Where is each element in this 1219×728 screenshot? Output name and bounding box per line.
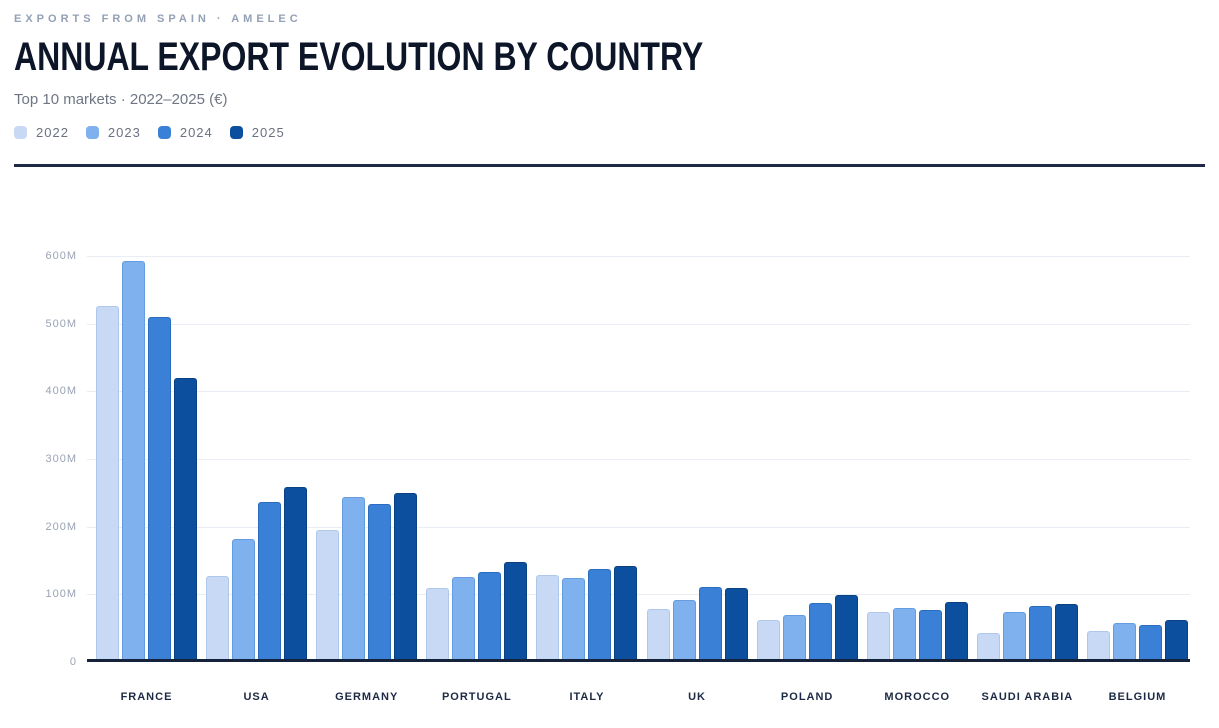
- legend-item-2024[interactable]: 2024: [157, 125, 213, 140]
- bar-2022-germany: [316, 530, 340, 659]
- x-axis-label-morocco: MOROCCO: [884, 691, 951, 703]
- bar-2024-uk: [698, 587, 722, 659]
- bar-2022-usa: [206, 575, 230, 659]
- bar-2024-saudi-arabia: [1028, 606, 1052, 659]
- bar-2023-usa: [232, 538, 256, 659]
- bar-2025-germany: [394, 492, 418, 659]
- legend-swatch-2023: [85, 126, 99, 139]
- y-tick-label-500M: 500M: [45, 317, 77, 330]
- x-axis-label-uk: UK: [688, 691, 706, 703]
- kicker: EXPORTS FROM SPAIN · AMELEC: [14, 13, 302, 25]
- bar-group-italy: [536, 565, 638, 659]
- legend-label: 2023: [107, 125, 141, 140]
- bar-group-belgium: [1086, 620, 1188, 659]
- bar-2024-usa: [258, 502, 282, 659]
- bar-2024-portugal: [478, 571, 502, 659]
- legend-swatch-2025: [229, 126, 243, 139]
- bar-group-portugal: [426, 561, 528, 659]
- header-divider: [14, 164, 1205, 167]
- legend: 2022 2023 2024 2025: [14, 125, 1190, 140]
- x-axis-label-germany: GERMANY: [335, 691, 399, 703]
- bar-2023-france: [122, 261, 145, 659]
- subtitle: Top 10 markets · 2022–2025 (€): [14, 91, 228, 108]
- bar-2022-italy: [536, 575, 560, 659]
- y-tick-label-400M: 400M: [45, 385, 77, 398]
- bar-2023-morocco: [892, 607, 916, 659]
- bar-2023-poland: [782, 615, 806, 659]
- bar-group-germany: [316, 492, 418, 659]
- bar-chart: 0 100M 200M 300M 400M 500M 600M: [14, 251, 1190, 668]
- gridline-300M: [87, 459, 1190, 460]
- bar-2024-belgium: [1138, 625, 1162, 659]
- bar-2023-uk: [672, 599, 696, 659]
- y-axis: 0 100M 200M 300M 400M 500M 600M: [14, 251, 87, 668]
- x-axis-label-italy: ITALY: [569, 691, 605, 703]
- bar-2024-germany: [368, 504, 392, 659]
- x-axis-labels: FRANCE USA GERMANY PORTUGAL ITALY UK POLAND MOR…: [87, 692, 1190, 703]
- bar-2025-portugal: [504, 561, 528, 659]
- legend-item-2022[interactable]: 2022: [14, 125, 69, 140]
- chart-header: EXPORTS FROM SPAIN · AMELEC ANNUAL EXPOR…: [14, 13, 1205, 167]
- bar-2022-saudi-arabia: [976, 633, 1000, 659]
- bar-2024-poland: [808, 602, 832, 659]
- bar-group-saudi-arabia: [976, 604, 1078, 659]
- bar-group-usa: [206, 486, 308, 659]
- bar-2022-uk: [646, 608, 670, 659]
- bar-2025-saudi-arabia: [1054, 604, 1078, 659]
- gridline-600M: [87, 256, 1190, 257]
- x-axis-label-france: FRANCE: [120, 691, 173, 703]
- bar-groups: [87, 256, 1190, 659]
- bar-2024-france: [148, 317, 171, 659]
- bar-2023-germany: [342, 496, 366, 659]
- bar-2025-belgium: [1164, 620, 1188, 659]
- bar-2025-usa: [284, 486, 308, 659]
- bar-group-uk: [646, 587, 748, 659]
- y-tick-label-0: 0: [69, 656, 77, 668]
- legend-swatch-2024: [157, 126, 171, 139]
- page: EXPORTS FROM SPAIN · AMELEC ANNUAL EXPOR…: [14, 13, 1205, 703]
- bar-2025-poland: [834, 595, 858, 659]
- legend-item-2023[interactable]: 2023: [85, 125, 141, 140]
- x-axis-label-portugal: PORTUGAL: [441, 691, 512, 703]
- legend-label: 2025: [251, 125, 285, 140]
- legend-item-2025[interactable]: 2025: [229, 125, 285, 140]
- bar-2023-saudi-arabia: [1002, 612, 1026, 659]
- bar-2022-morocco: [866, 612, 890, 659]
- plot-area: [87, 256, 1190, 662]
- bar-2025-morocco: [944, 601, 968, 659]
- bar-2022-belgium: [1086, 631, 1110, 659]
- bar-2023-belgium: [1112, 623, 1136, 659]
- gridline-200M: [87, 526, 1190, 528]
- legend-label: 2022: [36, 125, 69, 140]
- bar-2024-morocco: [918, 609, 942, 659]
- bar-2022-france: [96, 305, 119, 659]
- y-tick-label-600M: 600M: [45, 250, 77, 262]
- y-tick-label-100M: 100M: [45, 588, 77, 601]
- x-axis-label-usa: USA: [243, 691, 270, 703]
- bar-2023-italy: [562, 577, 586, 659]
- bar-group-morocco: [866, 601, 968, 659]
- x-axis-label-saudi-arabia: SAUDI ARABIA: [981, 691, 1074, 703]
- bar-2022-portugal: [426, 588, 450, 659]
- page-title: ANNUAL EXPORT EVOLUTION BY COUNTRY: [14, 35, 704, 79]
- bar-group-poland: [756, 595, 858, 659]
- x-axis-label-belgium: BELGIUM: [1108, 691, 1167, 703]
- bar-2023-portugal: [452, 577, 476, 659]
- x-axis-label-poland: POLAND: [780, 691, 834, 703]
- gridline-400M: [87, 391, 1190, 393]
- y-tick-label-200M: 200M: [45, 520, 77, 533]
- legend-label: 2024: [179, 125, 213, 140]
- gridline-100M: [87, 594, 1190, 596]
- bar-group-france: [96, 261, 197, 659]
- bar-2022-poland: [756, 620, 780, 659]
- bar-2025-italy: [614, 565, 638, 659]
- bar-2025-france: [174, 378, 197, 659]
- y-tick-label-300M: 300M: [45, 453, 77, 465]
- bar-2025-uk: [724, 588, 748, 659]
- gridline-500M: [87, 323, 1190, 325]
- bar-2024-italy: [588, 569, 612, 659]
- legend-swatch-2022: [14, 126, 27, 139]
